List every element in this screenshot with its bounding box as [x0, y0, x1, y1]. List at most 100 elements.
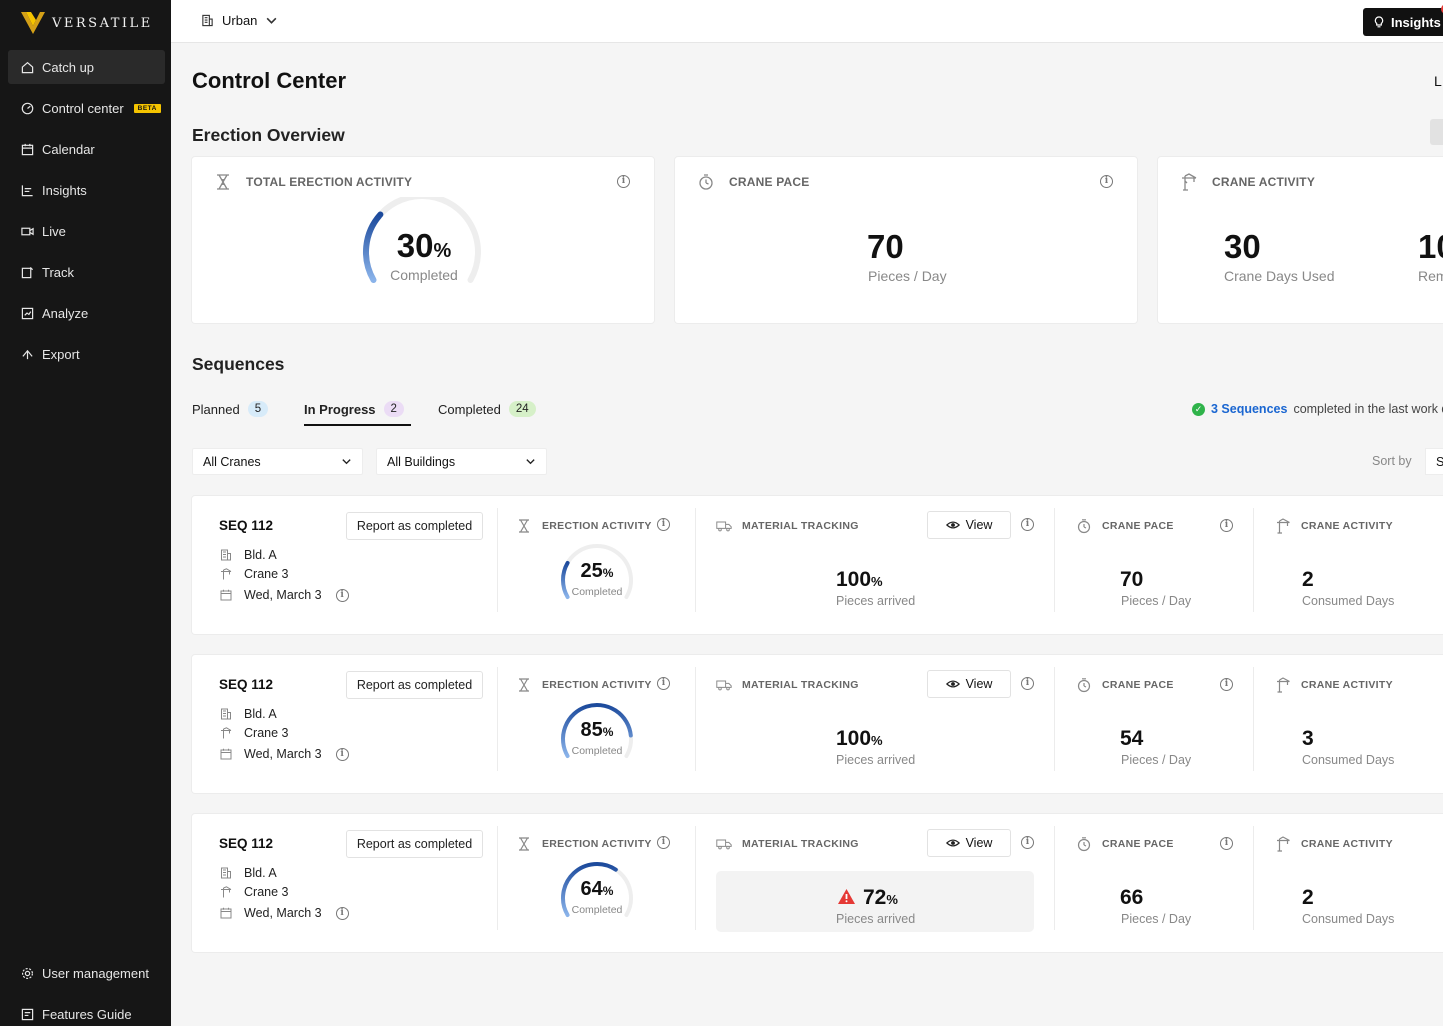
- erection-value: 85%: [556, 719, 638, 742]
- erection-icon: [519, 519, 529, 533]
- tab-planned[interactable]: Planned 5: [192, 401, 269, 417]
- metric-title: CRANE ACTIVITY: [1301, 679, 1393, 691]
- buildings-filter[interactable]: All Buildings: [376, 448, 547, 475]
- view-button[interactable]: View: [927, 670, 1011, 698]
- sidebar-item-insights[interactable]: Insights: [8, 173, 165, 207]
- info-icon[interactable]: i: [1100, 175, 1113, 188]
- card-header: TOTAL ERECTION ACTIVITY: [214, 173, 412, 191]
- total-erection-value: 30%: [374, 227, 474, 265]
- crane-pace-value: 70: [1120, 568, 1144, 591]
- report-as-completed-button[interactable]: Report as completed: [346, 830, 483, 858]
- report-as-completed-button[interactable]: Report as completed: [346, 512, 483, 540]
- info-icon[interactable]: i: [1021, 518, 1034, 531]
- crane-pace-header: CRANE PACE: [1076, 677, 1174, 693]
- sidebar-item-user-management[interactable]: User management: [8, 956, 165, 990]
- sidebar-item-export[interactable]: Export: [8, 337, 165, 371]
- stopwatch-icon: [699, 174, 713, 190]
- sidebar-item-label: Catch up: [42, 59, 95, 75]
- info-icon[interactable]: i: [335, 588, 349, 602]
- sequence-date: Wed, March 3 i: [220, 906, 349, 920]
- info-icon[interactable]: i: [1220, 678, 1233, 691]
- sidebar-item-features-guide[interactable]: Features Guide: [8, 997, 165, 1026]
- metric-title: MATERIAL TRACKING: [742, 838, 859, 850]
- material-sub: Pieces arrived: [836, 753, 916, 767]
- total-erection-card: TOTAL ERECTION ACTIVITY i 30% Completed: [192, 157, 654, 323]
- erection-icon: [519, 837, 529, 851]
- sidebar-item-track[interactable]: Track: [8, 255, 165, 289]
- sequence-building: Bld. A: [220, 707, 277, 721]
- tab-completed[interactable]: Completed 24: [438, 401, 536, 417]
- building-label: Bld. A: [244, 707, 277, 721]
- view-button[interactable]: View: [927, 829, 1011, 857]
- home-icon: [21, 61, 34, 73]
- material-tracking-header: MATERIAL TRACKING: [716, 836, 859, 852]
- info-icon[interactable]: i: [1021, 836, 1034, 849]
- divider: [695, 667, 696, 771]
- info-icon[interactable]: i: [657, 836, 670, 849]
- cranes-filter[interactable]: All Cranes: [192, 448, 363, 475]
- notice-text: completed in the last work d: [1293, 402, 1443, 416]
- tab-label: In Progress: [304, 401, 376, 417]
- tab-count-badge: 24: [508, 401, 536, 417]
- material-sub: Pieces arrived: [836, 912, 916, 926]
- sidebar-item-analyze[interactable]: Analyze: [8, 296, 165, 330]
- project-selector[interactable]: Urban: [201, 13, 278, 28]
- percent-unit: %: [886, 892, 898, 907]
- crane-days-remaining-value: 10: [1418, 228, 1443, 265]
- crane-pace-header: CRANE PACE: [1076, 836, 1174, 852]
- crane-days-used-value: 30: [1224, 228, 1261, 265]
- crane-activity-sub: Consumed Days: [1302, 594, 1395, 608]
- tab-count-badge: 2: [383, 401, 404, 417]
- gear-icon: [21, 967, 34, 979]
- erection-gauge: [561, 702, 633, 758]
- info-icon[interactable]: i: [657, 518, 670, 531]
- info-icon[interactable]: i: [1220, 837, 1233, 850]
- material-percent: 72: [863, 886, 887, 909]
- crane-pace-card: CRANE PACE i 70 Pieces / Day: [675, 157, 1137, 323]
- sort-select[interactable]: S: [1425, 448, 1443, 475]
- card-title: CRANE ACTIVITY: [1212, 175, 1316, 189]
- sequence-row: SEQ 112 Report as completed Bld. A Crane…: [192, 496, 1443, 634]
- info-icon[interactable]: i: [1220, 519, 1233, 532]
- crane-label: Crane 3: [244, 567, 289, 581]
- view-button[interactable]: View: [927, 511, 1011, 539]
- material-percent: 100: [836, 727, 872, 750]
- crane-icon: [221, 886, 232, 898]
- tab-in-progress[interactable]: In Progress 2: [304, 401, 404, 417]
- erection-percent: 64: [580, 878, 603, 900]
- info-icon[interactable]: i: [335, 747, 349, 761]
- sidebar-item-label: Live: [42, 223, 66, 239]
- brand-logo[interactable]: VERSATILE: [20, 10, 153, 36]
- percent-unit: %: [433, 240, 452, 262]
- insights-button[interactable]: Insights: [1363, 4, 1443, 36]
- material-value: 100%: [836, 568, 883, 592]
- report-as-completed-button[interactable]: Report as completed: [346, 671, 483, 699]
- info-icon[interactable]: i: [617, 175, 630, 188]
- erection-icon: [217, 174, 229, 190]
- project-name: Urban: [222, 13, 258, 28]
- notice-link[interactable]: 3 Sequences: [1211, 402, 1288, 416]
- metric-title: ERECTION ACTIVITY: [542, 838, 652, 850]
- sidebar-item-calendar[interactable]: Calendar: [8, 132, 165, 166]
- info-icon[interactable]: i: [335, 906, 349, 920]
- sidebar-item-live[interactable]: Live: [8, 214, 165, 248]
- overview-side-control[interactable]: [1430, 119, 1443, 145]
- page-title: Control Center: [192, 68, 346, 93]
- truck-icon: [716, 839, 732, 850]
- sidebar-item-label: Control center: [42, 100, 124, 116]
- warning-icon: [838, 889, 855, 904]
- sidebar-item-control-center[interactable]: Control center BETA: [8, 91, 165, 125]
- divider: [1054, 826, 1055, 930]
- divider: [695, 826, 696, 930]
- divider: [1054, 667, 1055, 771]
- page-title-right-fragment: L: [1434, 73, 1442, 89]
- info-icon[interactable]: i: [657, 677, 670, 690]
- sidebar-item-catch-up[interactable]: Catch up: [8, 50, 165, 84]
- crane-pace-value: 66: [1120, 886, 1144, 909]
- divider: [497, 667, 498, 771]
- erection-sub: Completed: [571, 904, 623, 916]
- material-sub: Pieces arrived: [836, 594, 916, 608]
- info-icon[interactable]: i: [1021, 677, 1034, 690]
- sidebar-item-label: User management: [42, 965, 149, 981]
- crane-pace-sub: Pieces / Day: [1121, 594, 1192, 608]
